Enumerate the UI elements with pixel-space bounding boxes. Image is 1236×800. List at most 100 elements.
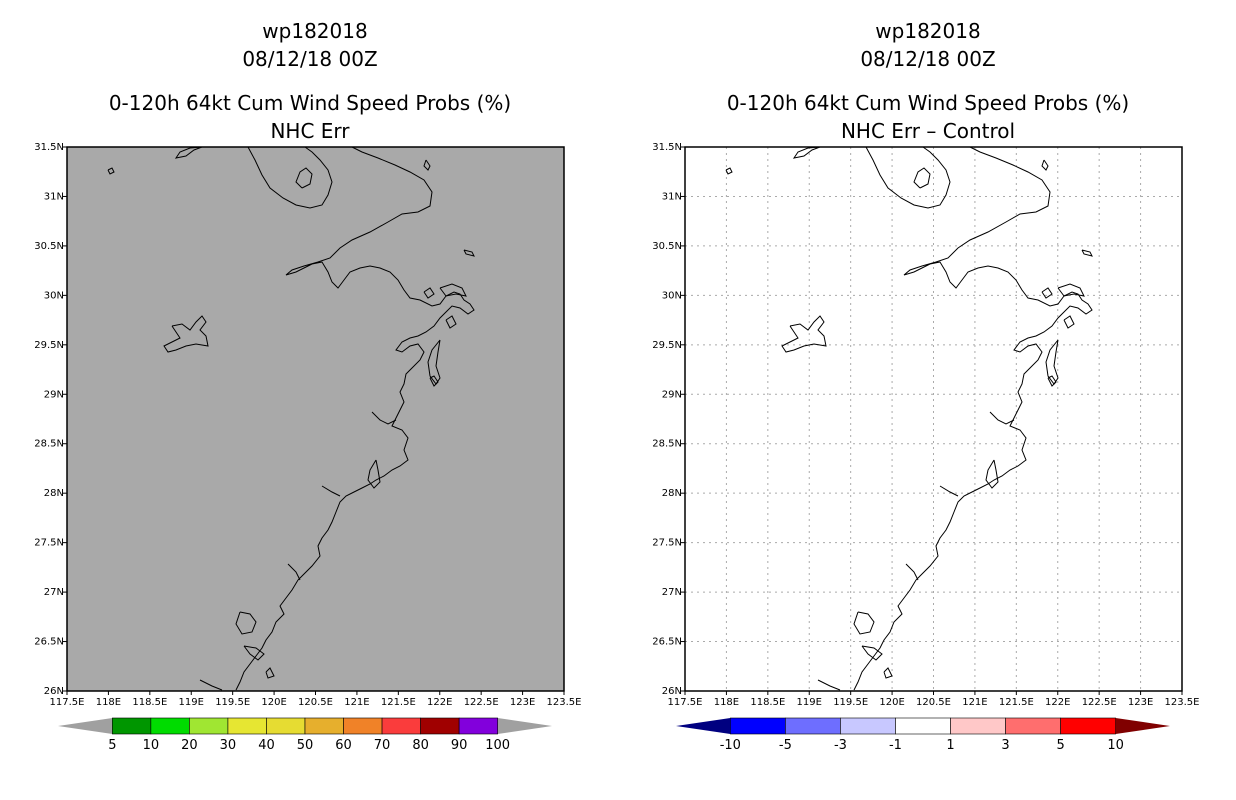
lat-tick-label: 27.5N — [652, 538, 682, 549]
lon-tick-label: 122E — [1045, 697, 1070, 708]
lat-tick-label: 30.5N — [652, 241, 682, 252]
colorbar-swatch — [1005, 717, 1061, 735]
lon-tick-label: 118.5E — [132, 697, 167, 708]
lon-tick-label: 117.5E — [50, 697, 85, 708]
left-colorbar: 5 10 20 30 40 50 60 70 80 90 100 — [58, 717, 552, 753]
colorbar-low-arrow — [58, 718, 113, 734]
lat-tick-label: 26.5N — [34, 637, 64, 648]
right-lon-axis: 117.5E 118E 118.5E 119E 119.5E 120E 120.5E 121E… — [668, 691, 1200, 708]
lat-tick-label: 29N — [662, 389, 682, 400]
lon-tick-label: 120.5E — [916, 697, 951, 708]
lon-tick-label: 122.5E — [1082, 697, 1117, 708]
colorbar-swatch — [420, 717, 460, 735]
colorbar-swatch — [266, 717, 306, 735]
colorbar-label: 30 — [220, 738, 237, 753]
lon-tick-label: 117.5E — [668, 697, 703, 708]
left-title-line-3: 0-120h 64kt Cum Wind Speed Probs (%) — [109, 91, 511, 115]
colorbar-swatch — [458, 717, 498, 735]
colorbar-label: 70 — [374, 738, 391, 753]
lon-tick-label: 123.5E — [547, 697, 582, 708]
colorbar-swatch — [381, 717, 421, 735]
colorbar-swatch — [730, 717, 786, 735]
lat-tick-label: 31.5N — [34, 142, 64, 153]
colorbar-label: 40 — [258, 738, 275, 753]
lat-tick-label: 30N — [44, 290, 64, 301]
right-colorbar: -10 -5 -3 -1 1 3 5 10 — [676, 717, 1170, 753]
lon-tick-label: 118E — [714, 697, 739, 708]
colorbar-label: 1 — [946, 738, 954, 753]
lat-tick-label: 28N — [662, 488, 682, 499]
colorbar-label: 90 — [451, 738, 468, 753]
colorbar-label: -5 — [779, 738, 792, 753]
lon-tick-label: 123.5E — [1165, 697, 1200, 708]
colorbar-swatch — [112, 717, 152, 735]
colorbar-swatch — [840, 717, 896, 735]
colorbar-swatch — [1060, 717, 1116, 735]
colorbar-label: -3 — [834, 738, 847, 753]
lat-tick-label: 26N — [44, 686, 64, 697]
lon-tick-label: 118.5E — [750, 697, 785, 708]
left-lat-axis: 31.5N 31N 30.5N 30N 29.5N 29N 28.5N 28N 27.5N 27N… — [34, 142, 67, 697]
left-title-line-2: 08/12/18 00Z — [242, 47, 377, 71]
colorbar-label: -10 — [720, 738, 741, 753]
lat-tick-label: 28N — [44, 488, 64, 499]
lon-tick-label: 119E — [179, 697, 204, 708]
left-map-panel: wp182018 08/12/18 00Z 0-120h 64kt Cum Wi… — [34, 19, 581, 753]
lat-tick-label: 30N — [662, 290, 682, 301]
lat-tick-label: 27N — [44, 587, 64, 598]
colorbar-label: 10 — [143, 738, 160, 753]
colorbar-swatch — [950, 717, 1006, 735]
lat-tick-label: 31N — [44, 191, 64, 202]
lat-tick-label: 28.5N — [34, 439, 64, 450]
colorbar-label: -1 — [889, 738, 902, 753]
lon-tick-label: 121E — [962, 697, 987, 708]
colorbar-label: 5 — [1056, 738, 1064, 753]
lon-tick-label: 123E — [1128, 697, 1153, 708]
left-map-background — [67, 147, 564, 691]
colorbar-label: 50 — [297, 738, 314, 753]
lon-tick-label: 120.5E — [298, 697, 333, 708]
colorbar-high-arrow — [1115, 718, 1170, 734]
right-lat-axis: 31.5N 31N 30.5N 30N 29.5N 29N 28.5N 28N 27.5N 27N… — [652, 142, 685, 697]
lat-tick-label: 31.5N — [652, 142, 682, 153]
lon-tick-label: 119.5E — [833, 697, 868, 708]
lon-tick-label: 121.5E — [381, 697, 416, 708]
right-title-line-1: wp182018 — [875, 19, 980, 43]
lat-tick-label: 28.5N — [652, 439, 682, 450]
colorbar-label: 20 — [181, 738, 198, 753]
colorbar-swatch — [189, 717, 229, 735]
colorbar-label: 100 — [485, 738, 510, 753]
colorbar-label: 80 — [412, 738, 429, 753]
lon-tick-label: 121.5E — [999, 697, 1034, 708]
colorbar-swatch — [227, 717, 267, 735]
lon-tick-label: 122.5E — [464, 697, 499, 708]
lat-tick-label: 30.5N — [34, 241, 64, 252]
lon-tick-label: 119E — [797, 697, 822, 708]
lat-tick-label: 31N — [662, 191, 682, 202]
lon-tick-label: 123E — [510, 697, 535, 708]
colorbar-low-arrow — [676, 718, 731, 734]
lat-tick-label: 27N — [662, 587, 682, 598]
colorbar-label: 5 — [108, 738, 116, 753]
left-title-line-1: wp182018 — [262, 19, 367, 43]
lat-tick-label: 29.5N — [34, 340, 64, 351]
colorbar-swatch — [150, 717, 190, 735]
lat-tick-label: 26.5N — [652, 637, 682, 648]
right-map-panel: wp182018 08/12/18 00Z 0-120h 64kt Cum Wi… — [652, 19, 1199, 753]
lon-tick-label: 122E — [427, 697, 452, 708]
colorbar-label: 3 — [1001, 738, 1009, 753]
lon-tick-label: 121E — [344, 697, 369, 708]
left-lon-axis: 117.5E 118E 118.5E 119E 119.5E 120E 120.5E 121E… — [50, 691, 582, 708]
lon-tick-label: 120E — [879, 697, 904, 708]
lon-tick-label: 120E — [261, 697, 286, 708]
lat-tick-label: 29.5N — [652, 340, 682, 351]
lat-tick-label: 29N — [44, 389, 64, 400]
colorbar-swatch — [304, 717, 344, 735]
colorbar-swatch — [895, 717, 951, 735]
colorbar-swatch — [785, 717, 841, 735]
right-title-line-2: 08/12/18 00Z — [860, 47, 995, 71]
colorbar-label: 60 — [335, 738, 352, 753]
colorbar-high-arrow — [497, 718, 552, 734]
colorbar-swatch — [343, 717, 383, 735]
